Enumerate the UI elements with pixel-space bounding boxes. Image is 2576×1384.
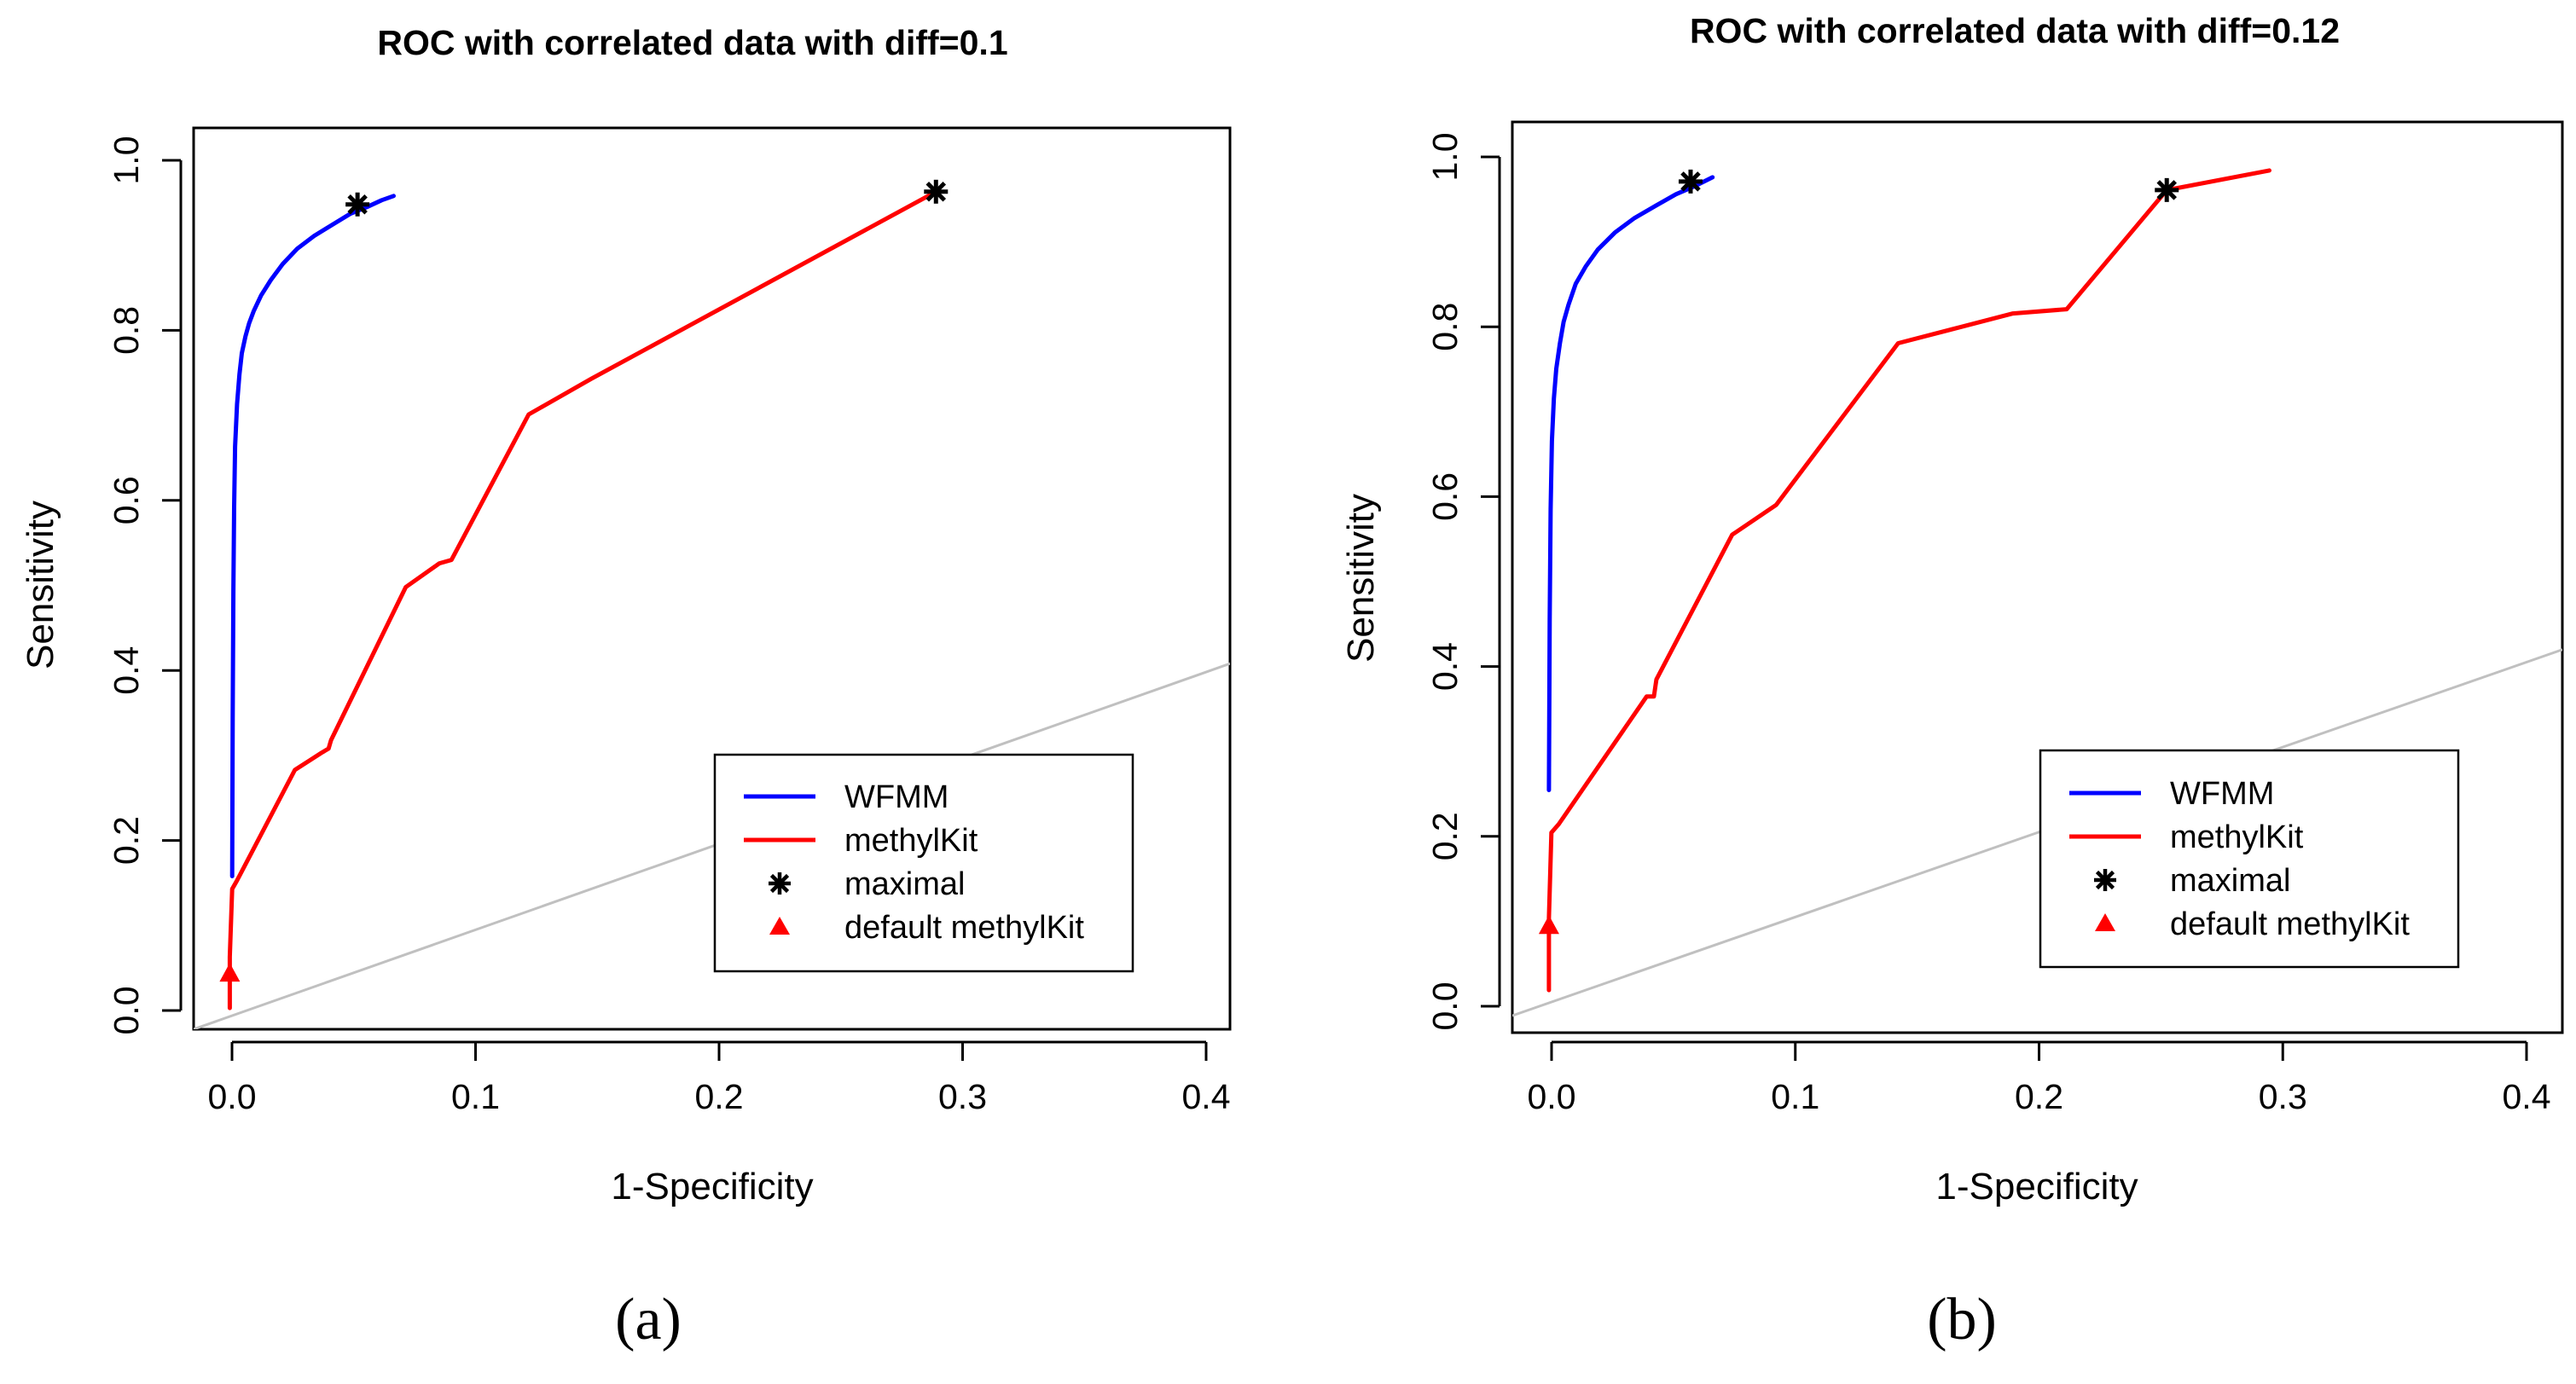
panel-a-y-axis-label: Sensitivity [20,501,61,669]
panel-b-legend: WFMM methylKit maximal default methylKit [2039,749,2460,969]
panel-b-x-tick-label: 0.4 [2503,1077,2551,1116]
legend-wfmm-label: WFMM [2170,776,2274,812]
panel-b-data [1512,168,2562,1017]
panel-a-y-tick-label: 0.2 [107,816,146,865]
panel-b-x-tick-label: 0.1 [1771,1077,1819,1116]
panel-a-y-tick-label: 0.4 [107,646,146,695]
panel-b-maximal-point [1678,169,1703,194]
panel-a-y-tick-label: 0.8 [107,306,146,355]
panel-a-y-tick-label: 0.0 [107,987,146,1035]
panel-b-y-axis: 0.0 0.2 0.4 0.6 0.8 1.0 [1425,133,1501,1031]
panel-a-reference-diagonal [194,662,1230,1029]
panel-b-x-axis-label: 1-Specificity [1935,1166,2138,1207]
legend-methylkit-label: methylKit [844,823,978,859]
panel-a-series-wfmm [229,194,396,878]
panel-a-y-tick-label: 1.0 [107,136,146,185]
panel-b-caption: (b) [1927,1287,1997,1352]
panel-b-title: ROC with correlated data with diff=0.12 [1690,11,2340,50]
panel-b-y-tick-label: 0.6 [1425,472,1465,521]
panel-a-title: ROC with correlated data with diff=0.1 [377,23,1007,62]
panel-b: ROC with correlated data with diff=0.12 … [1340,11,2564,1352]
panel-a-y-tick-label: 0.6 [107,476,146,524]
panel-a-x-tick-label: 0.0 [208,1077,257,1116]
panel-a-series-methylkit [227,189,938,1010]
panel-b-y-tick-label: 0.8 [1425,303,1465,351]
panel-a-caption: (a) [615,1287,682,1352]
panel-b-x-tick-label: 0.3 [2259,1077,2307,1116]
panel-a-plot-box [192,126,1232,1031]
panel-a-x-axis-label: 1-Specificity [611,1166,813,1207]
legend-maximal-label: maximal [2170,863,2290,899]
panel-a-legend-box [713,753,1134,973]
panel-b-y-tick-label: 0.0 [1425,982,1465,1031]
panel-a-clipped-area [194,189,1230,1029]
panel-b-clipped-area [1512,168,2562,1017]
panel-a-x-tick-label: 0.1 [451,1077,500,1116]
legend-default-methylkit-label: default methylKit [844,910,1084,946]
panel-b-x-axis: 0.0 0.1 0.2 0.3 0.4 [1528,1040,2551,1116]
panel-a-y-axis: 0.0 0.2 0.4 0.6 0.8 1.0 [107,136,183,1035]
panel-b-plot-box [1511,120,2564,1034]
legend-default-methylkit-label: default methylKit [2170,906,2410,942]
panel-b-maximal-point [2155,177,2179,202]
panel-a-data [194,179,1230,1029]
panel-a: ROC with correlated data with diff=0.1 0… [20,23,1232,1352]
panel-b-series-wfmm [1546,175,1715,792]
panel-b-y-tick-label: 0.2 [1425,812,1465,860]
legend-methylkit-label: methylKit [2170,819,2304,855]
legend-wfmm-label: WFMM [844,779,949,815]
panel-b-series-methylkit [1546,168,2271,993]
panel-b-y-tick-label: 0.4 [1425,642,1465,691]
panel-a-maximal-point [924,179,949,204]
legend-default-methylkit-marker [2095,913,2115,931]
panel-a-x-axis: 0.0 0.1 0.2 0.3 0.4 [208,1040,1231,1116]
legend-default-methylkit-marker [769,917,790,935]
panel-b-reference-diagonal [1512,648,2562,1017]
legend-maximal-marker [2094,869,2116,891]
panel-b-x-tick-label: 0.2 [2015,1077,2063,1116]
panel-a-default-methylkit-point [219,963,241,982]
panel-a-x-tick-label: 0.2 [695,1077,744,1116]
panel-b-y-axis-label: Sensitivity [1340,494,1382,663]
panel-b-y-tick-label: 1.0 [1425,133,1465,182]
panel-b-default-methylkit-point [1538,915,1559,935]
panel-a-legend: WFMM methylKit maximal default methylKit [713,753,1134,973]
panel-a-maximal-point [345,192,370,217]
panel-a-x-tick-label: 0.3 [938,1077,987,1116]
legend-maximal-label: maximal [844,866,965,902]
panel-b-x-tick-label: 0.0 [1528,1077,1576,1116]
panel-a-x-tick-label: 0.4 [1182,1077,1231,1116]
legend-maximal-marker [769,872,791,895]
